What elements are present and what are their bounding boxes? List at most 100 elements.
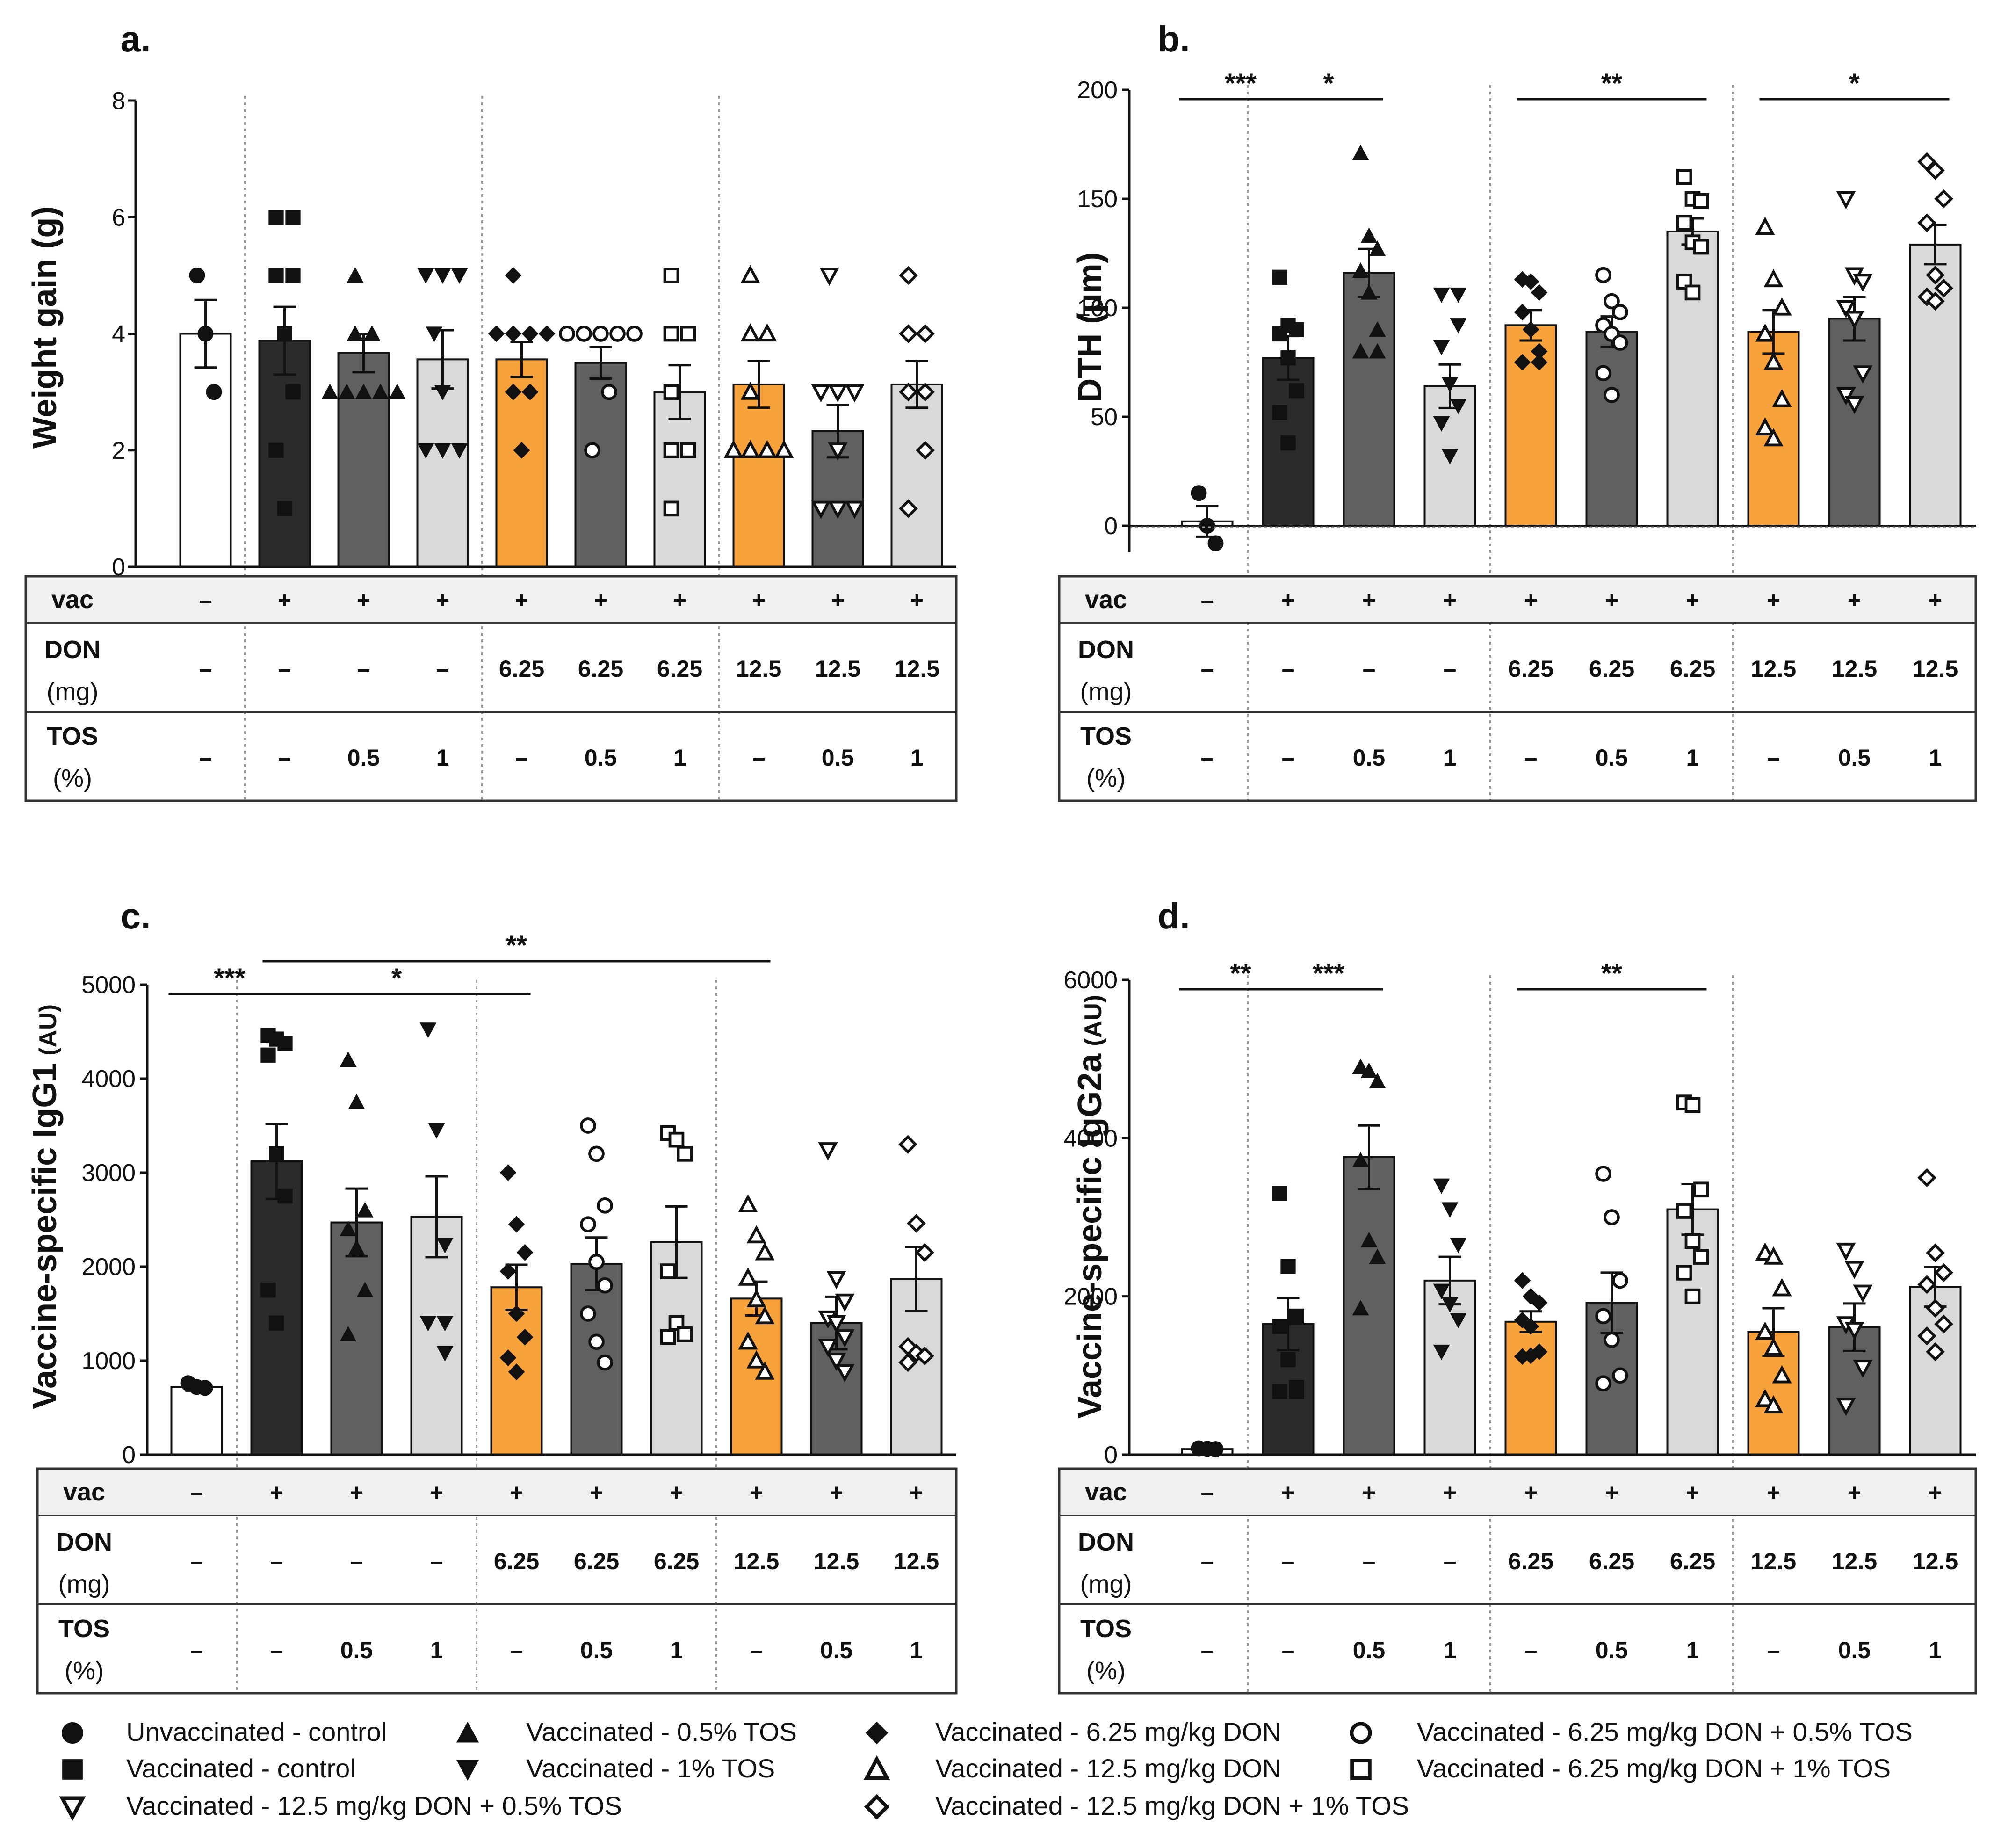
data-point	[1853, 274, 1873, 292]
data-point	[1272, 326, 1287, 342]
cell-vac: +	[510, 1479, 523, 1506]
data-point	[1926, 291, 1945, 311]
data-point	[1441, 449, 1459, 464]
data-point	[680, 442, 696, 458]
cell-tos: 1	[1929, 745, 1942, 771]
data-point	[740, 381, 760, 400]
data-point	[1917, 1168, 1936, 1188]
significance-label: *	[1323, 68, 1334, 99]
data-point	[1272, 405, 1287, 420]
data-point	[826, 1271, 846, 1290]
data-point	[1352, 343, 1369, 359]
cell-vac: +	[278, 587, 291, 613]
cell-tos: –	[1282, 745, 1295, 771]
data-point	[1676, 169, 1692, 185]
data-point	[660, 1329, 676, 1345]
data-point	[1604, 1332, 1620, 1348]
y-tick-label: 2	[112, 437, 125, 464]
data-point	[1433, 1344, 1450, 1360]
row-label-vac: vac	[63, 1478, 105, 1506]
cell-vac: +	[1524, 1479, 1538, 1506]
data-point	[1289, 1384, 1304, 1399]
cell-tos: –	[1201, 745, 1214, 771]
data-point	[1836, 387, 1856, 406]
data-point	[597, 1354, 613, 1371]
data-point	[1280, 435, 1296, 451]
cell-tos: –	[1767, 745, 1780, 771]
data-point	[1289, 322, 1304, 337]
data-point	[811, 384, 831, 403]
cell-don: 12.5	[894, 1548, 939, 1574]
cell-vac: +	[830, 1479, 843, 1506]
cell-don: –	[1282, 1548, 1295, 1574]
table-border	[24, 575, 958, 802]
data-point	[1763, 352, 1784, 370]
legend-label: Vaccinated - control	[126, 1754, 356, 1783]
table-header-band	[37, 1469, 956, 1515]
cell-tos: –	[515, 745, 528, 771]
data-point	[277, 501, 292, 516]
significance-label: ***	[1313, 958, 1344, 989]
data-point	[740, 265, 760, 283]
data-point	[521, 325, 539, 342]
cell-tos: 0.5	[580, 1637, 613, 1663]
legend-label: Vaccinated - 6.25 mg/kg DON	[935, 1717, 1281, 1747]
legend-item: Vaccinated - control	[62, 1754, 356, 1783]
table-header-band	[1059, 1469, 1976, 1515]
cell-vac: +	[1929, 587, 1942, 613]
significance-label: **	[1230, 958, 1251, 989]
cell-vac: +	[1605, 587, 1618, 613]
significance-label: *	[391, 963, 402, 993]
cell-don: –	[190, 1548, 203, 1574]
y-tick-label: 5000	[81, 971, 136, 999]
y-tick-label: 4000	[1063, 1125, 1118, 1152]
data-point	[1755, 217, 1775, 235]
cell-don: 6.25	[657, 656, 702, 682]
data-point	[1595, 365, 1611, 382]
data-point	[1763, 1246, 1784, 1265]
data-point	[915, 1243, 934, 1262]
legend-item: Vaccinated - 0.5% TOS	[456, 1717, 797, 1747]
data-point	[1522, 321, 1539, 338]
cell-don: –	[278, 656, 291, 682]
legend-marker-square-icon	[62, 1759, 83, 1780]
data-point	[1676, 1265, 1692, 1281]
y-tick-label: 0	[1104, 513, 1118, 540]
bar-5	[1504, 1320, 1557, 1456]
y-tick-label: 8	[112, 87, 125, 115]
y-axis-label-unit: (AU)	[35, 1004, 62, 1056]
cell-don: –	[357, 656, 370, 682]
cell-tos: –	[750, 1637, 763, 1663]
data-point	[1522, 273, 1539, 290]
data-point	[1450, 1313, 1467, 1329]
cell-vac: +	[1281, 587, 1295, 613]
cell-tos: 1	[673, 745, 686, 771]
data-point	[1604, 1209, 1620, 1225]
data-point	[285, 210, 301, 225]
y-tick-label: 1000	[81, 1348, 136, 1375]
cell-tos: 0.5	[1596, 745, 1628, 771]
cell-don: 12.5	[1751, 656, 1796, 682]
data-point	[1917, 1275, 1936, 1294]
data-point	[663, 326, 679, 342]
data-point	[1272, 269, 1287, 285]
data-point	[428, 1123, 445, 1139]
cell-vac: +	[1686, 587, 1699, 613]
data-point	[915, 1346, 934, 1366]
y-axis-label-unit: (AU)	[1080, 995, 1107, 1046]
treatment-table: vac DON (mg) TOS (%) – – – + – – + – 0.5 + – 1 +6.25 – +6.2…	[36, 1467, 958, 1695]
error-bar-2	[1277, 1297, 1300, 1352]
table-header-band	[1059, 576, 1976, 623]
cell-don: –	[350, 1548, 363, 1574]
y-axis-label: Vaccine-specific IgG1 (AU)	[26, 1004, 64, 1409]
data-point	[738, 1267, 758, 1286]
data-point	[818, 1339, 838, 1357]
data-point	[277, 326, 292, 341]
data-point	[197, 326, 214, 342]
legend-item: Vaccinated - 6.25 mg/kg DON	[865, 1717, 1281, 1747]
bar-8	[732, 383, 785, 568]
data-point	[1853, 365, 1873, 384]
data-point	[1522, 1347, 1539, 1364]
data-point	[845, 384, 865, 403]
data-point	[1369, 321, 1386, 337]
